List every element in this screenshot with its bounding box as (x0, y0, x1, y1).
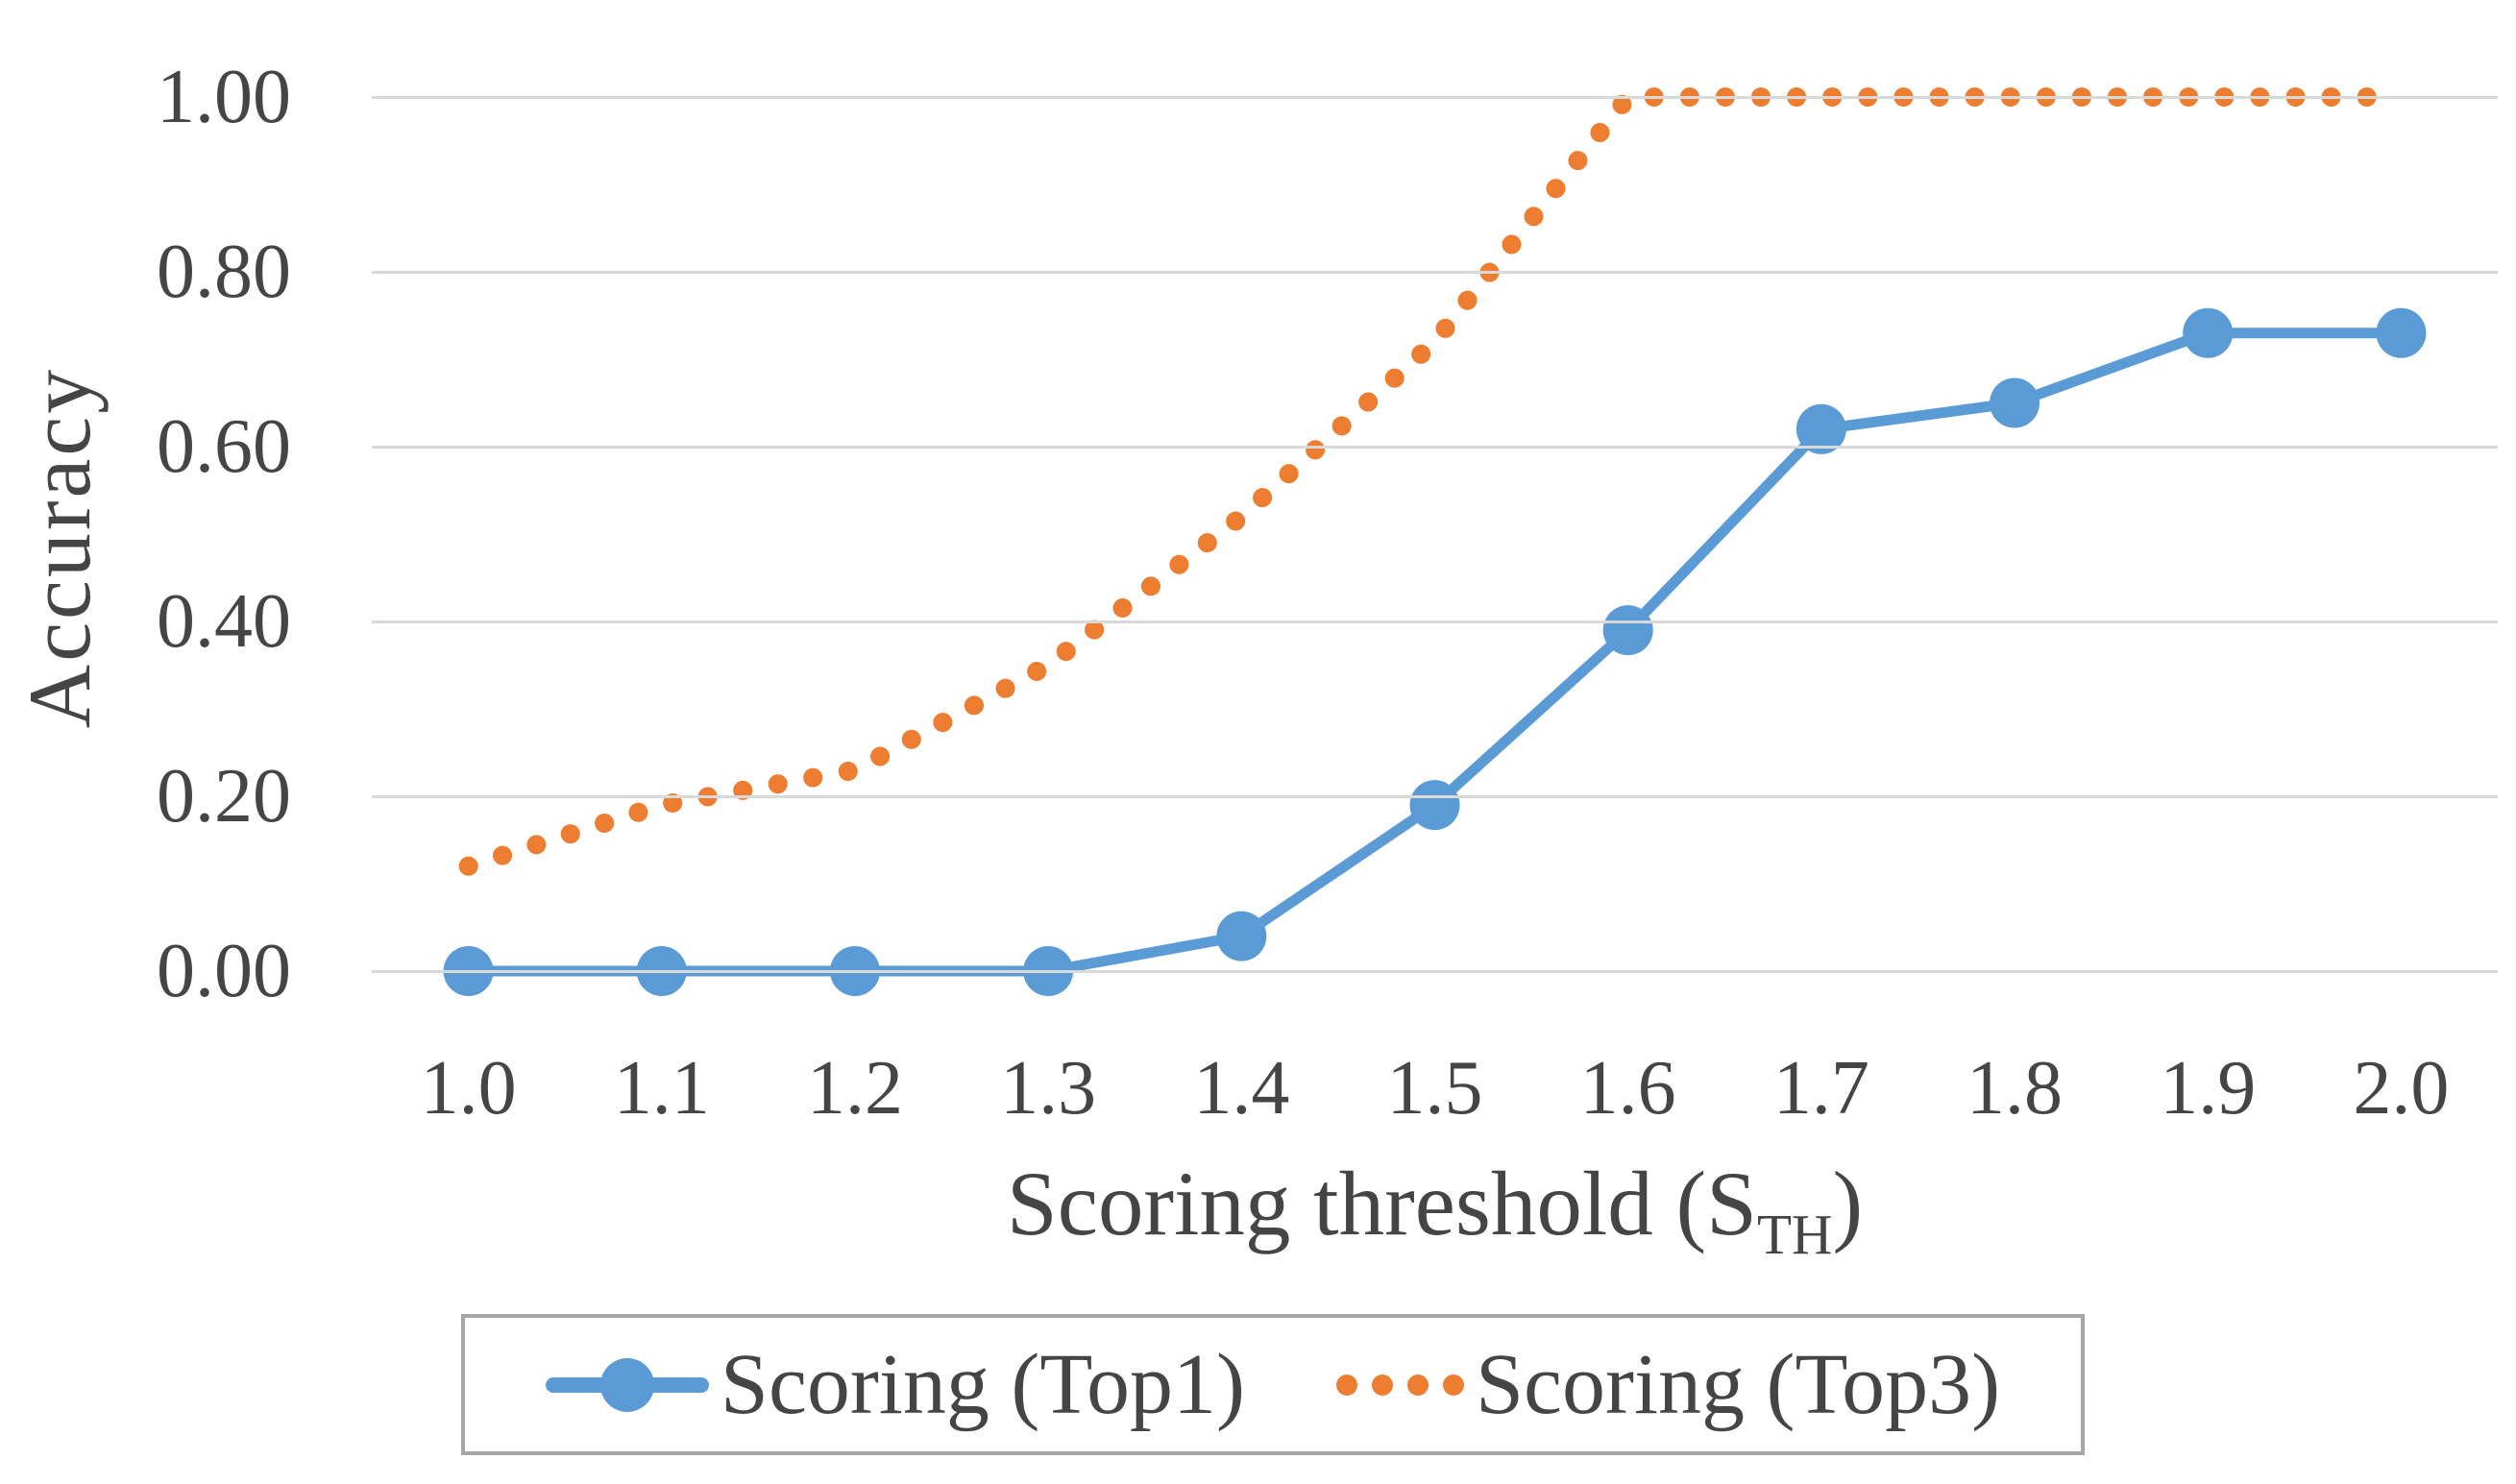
legend-dot (1372, 1374, 1393, 1396)
y-tick-label: 0.40 (157, 579, 291, 664)
y-tick-label: 1.00 (157, 55, 291, 139)
x-tick-label: 1.1 (613, 1046, 710, 1131)
legend-label-scoring-top3: Scoring (Top3) (1476, 1337, 2001, 1432)
y-axis-tick-labels: 0.00 0.20 0.40 0.60 0.80 1.00 (0, 55, 291, 1013)
gridline (372, 445, 2498, 449)
x-tick-label: 1.0 (420, 1046, 517, 1131)
data-point-marker (1990, 377, 2040, 428)
x-tick-label: 1.9 (2160, 1046, 2257, 1131)
x-tick-label: 1.8 (1966, 1046, 2064, 1131)
legend-line-circle-marker-icon (545, 1357, 709, 1412)
gridline (372, 794, 2498, 798)
x-tick-label: 1.3 (1000, 1046, 1097, 1131)
x-tick-label: 1.4 (1193, 1046, 1290, 1131)
x-axis-title-text: Scoring threshold (S (1006, 1153, 1757, 1254)
data-point-marker (1216, 911, 1267, 961)
y-tick-label: 0.80 (157, 230, 291, 314)
y-tick-label: 0.00 (157, 929, 291, 1013)
x-tick-label: 1.6 (1579, 1046, 1676, 1131)
series-line-scoring-top1- (468, 328, 2402, 977)
legend: Scoring (Top1) Scoring (Top3) (461, 1314, 2085, 1455)
legend-dot (1407, 1374, 1429, 1396)
x-tick-label: 1.2 (806, 1046, 903, 1131)
data-point-marker (2183, 307, 2234, 358)
x-axis-title: Scoring threshold (STH) (372, 1151, 2498, 1263)
x-axis-tick-labels: 1.0 1.1 1.2 1.3 1.4 1.5 1.6 1.7 1.8 1.9 2.0 (372, 1043, 2498, 1134)
legend-dot (1443, 1374, 1464, 1396)
gridline (372, 270, 2498, 274)
y-tick-label: 0.60 (157, 404, 291, 489)
series-plot (443, 87, 2427, 996)
gridline (372, 95, 2498, 99)
data-point-marker (2376, 307, 2427, 358)
data-point-marker (1795, 403, 1846, 454)
x-axis-title-close-paren: ) (1832, 1153, 1864, 1254)
x-tick-label: 2.0 (2353, 1046, 2450, 1131)
y-tick-label: 0.20 (157, 754, 291, 839)
legend-dot (1336, 1374, 1357, 1396)
series-line-scoring-top3- (458, 87, 2411, 876)
plot-area (372, 87, 2498, 996)
data-point-marker (1409, 780, 1460, 831)
legend-circle-marker (599, 1357, 654, 1412)
legend-dotted-line-icon (1336, 1358, 1464, 1412)
legend-item-scoring-top1: Scoring (Top1) (545, 1335, 1245, 1434)
x-tick-label: 1.5 (1386, 1046, 1483, 1131)
gridline (372, 620, 2498, 623)
data-point-marker (1602, 605, 1653, 656)
x-axis-title-subscript: TH (1756, 1204, 1833, 1266)
legend-item-scoring-top3: Scoring (Top3) (1336, 1335, 2000, 1434)
gridline (372, 969, 2498, 973)
legend-label-scoring-top1: Scoring (Top1) (720, 1337, 1245, 1432)
x-tick-label: 1.7 (1772, 1046, 1869, 1131)
